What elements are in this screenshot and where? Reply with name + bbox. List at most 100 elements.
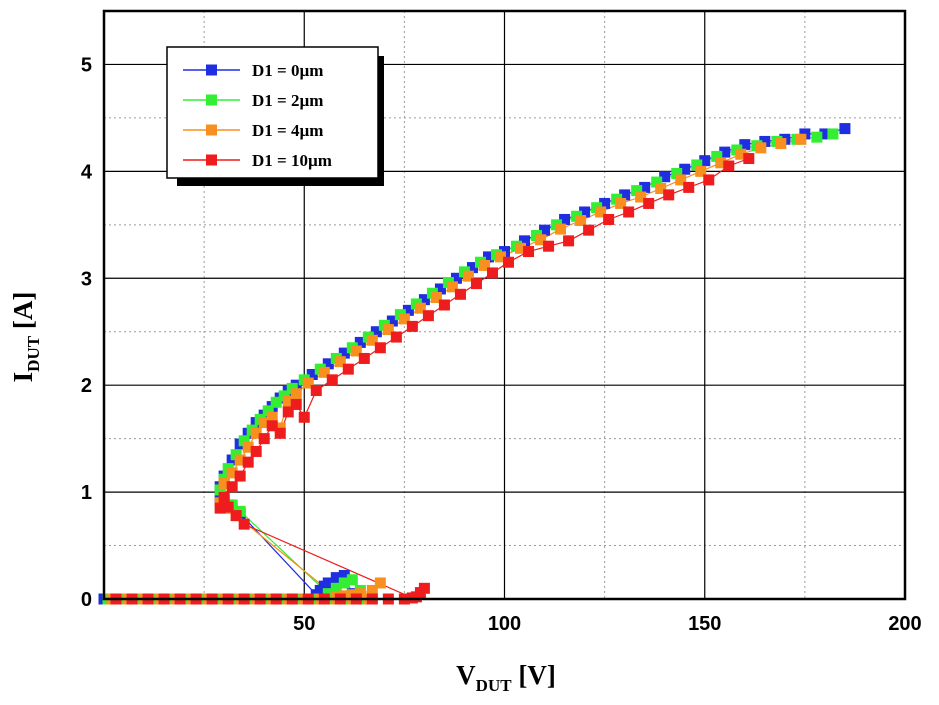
data-point-series-3: [503, 256, 515, 268]
legend-marker: [206, 94, 217, 106]
data-point-series-0: [679, 163, 691, 175]
x-tick-label: 50: [293, 613, 315, 635]
data-point-series-2: [715, 157, 727, 169]
data-point-series-2: [635, 191, 647, 203]
data-point-series-1: [270, 396, 282, 408]
series-line-2: [112, 138, 802, 600]
data-point-series-0: [338, 347, 350, 359]
data-point-series-2: [462, 270, 474, 282]
legend-label: D1 = 4µm: [252, 121, 323, 140]
data-point-series-2: [755, 142, 767, 154]
y-tick-label: 0: [81, 589, 92, 611]
data-point-series-2: [242, 441, 254, 453]
data-point-series-3: [414, 587, 426, 599]
data-point-series-3: [242, 456, 254, 468]
data-point-series-0: [619, 189, 631, 201]
data-point-series-2: [398, 313, 410, 325]
data-point-series-3: [470, 278, 482, 290]
data-point-series-3: [663, 189, 675, 201]
data-point-series-0: [306, 368, 318, 380]
plot-frame: [102, 9, 907, 601]
data-point-series-3: [390, 331, 402, 343]
data-point-series-3: [230, 510, 242, 522]
legend-box: [166, 46, 379, 179]
data-point-series-0: [434, 283, 446, 295]
data-point-series-2: [446, 281, 458, 293]
y-tick-label: 5: [81, 54, 92, 76]
data-point-series-3: [282, 406, 294, 418]
data-point-series-3: [703, 174, 715, 186]
legend-label: D1 = 10µm: [252, 151, 332, 170]
data-point-series-3: [583, 224, 595, 236]
data-point-series-3: [258, 433, 270, 445]
y-axis-title: IDUT [A]: [8, 292, 43, 383]
data-point-series-2: [615, 197, 627, 209]
data-point-series-2: [334, 356, 346, 368]
data-point-series-0: [819, 128, 831, 140]
data-point-series-2: [515, 242, 527, 254]
data-point-series-3: [486, 267, 498, 279]
y-axis-title-sub: DUT: [24, 335, 43, 372]
data-point-series-2: [775, 138, 787, 150]
data-point-series-2: [695, 165, 707, 177]
data-point-series-0: [699, 155, 711, 167]
data-point-series-1: [330, 582, 342, 594]
y-axis-title-unit: [A]: [8, 292, 38, 336]
data-point-series-1: [346, 574, 358, 586]
data-point-series-3: [326, 374, 338, 386]
y-axis-title-main: I: [8, 372, 38, 383]
data-point-series-2: [218, 478, 230, 490]
data-point-series-0: [450, 272, 462, 284]
x-tick-label: 100: [488, 613, 521, 635]
data-point-series-3: [683, 181, 695, 193]
data-point-series-0: [418, 294, 430, 306]
data-point-series-2: [366, 334, 378, 346]
data-point-series-2: [350, 345, 362, 357]
data-point-series-0: [559, 213, 571, 225]
series-points: [98, 123, 851, 605]
legend-marker: [206, 64, 217, 76]
data-point-series-2: [234, 454, 246, 466]
data-point-series-3: [374, 342, 386, 354]
x-axis-title-sub: DUT: [476, 676, 513, 695]
series-line-0: [104, 128, 846, 600]
data-point-series-2: [795, 133, 807, 145]
data-point-series-3: [218, 491, 230, 503]
data-point-series-2: [382, 324, 394, 336]
data-point-series-3: [234, 470, 246, 482]
data-point-series-1: [238, 435, 250, 447]
data-point-series-3: [226, 481, 238, 493]
data-point-series-0: [386, 315, 398, 327]
data-point-series-0: [739, 139, 751, 151]
data-point-series-2: [366, 584, 378, 596]
series-line-1: [108, 133, 834, 600]
data-point-series-2: [318, 366, 330, 378]
data-point-series-0: [370, 326, 382, 338]
data-point-series-1: [338, 577, 350, 589]
data-point-series-0: [539, 224, 551, 236]
data-point-series-2: [555, 223, 567, 235]
data-point-series-3: [743, 153, 755, 165]
legend-label: D1 = 2µm: [252, 91, 323, 110]
data-point-series-2: [535, 234, 547, 246]
legend-marker: [206, 124, 217, 136]
data-point-series-3: [266, 420, 278, 432]
data-point-series-0: [466, 262, 478, 274]
x-tick-label: 200: [888, 613, 921, 635]
data-point-series-3: [406, 320, 418, 332]
y-tick-label: 3: [81, 268, 92, 290]
data-point-series-2: [595, 206, 607, 218]
data-point-series-1: [827, 128, 839, 140]
data-point-series-2: [675, 174, 687, 186]
data-point-series-3: [454, 288, 466, 300]
data-point-series-1: [631, 185, 643, 197]
data-point-series-3: [563, 235, 575, 247]
data-point-series-3: [422, 310, 434, 322]
data-point-series-0: [759, 135, 771, 147]
data-point-series-2: [302, 377, 314, 389]
data-point-series-0: [599, 197, 611, 209]
data-point-series-3: [723, 160, 735, 172]
data-point-series-1: [711, 150, 723, 162]
data-point-series-1: [691, 159, 703, 171]
